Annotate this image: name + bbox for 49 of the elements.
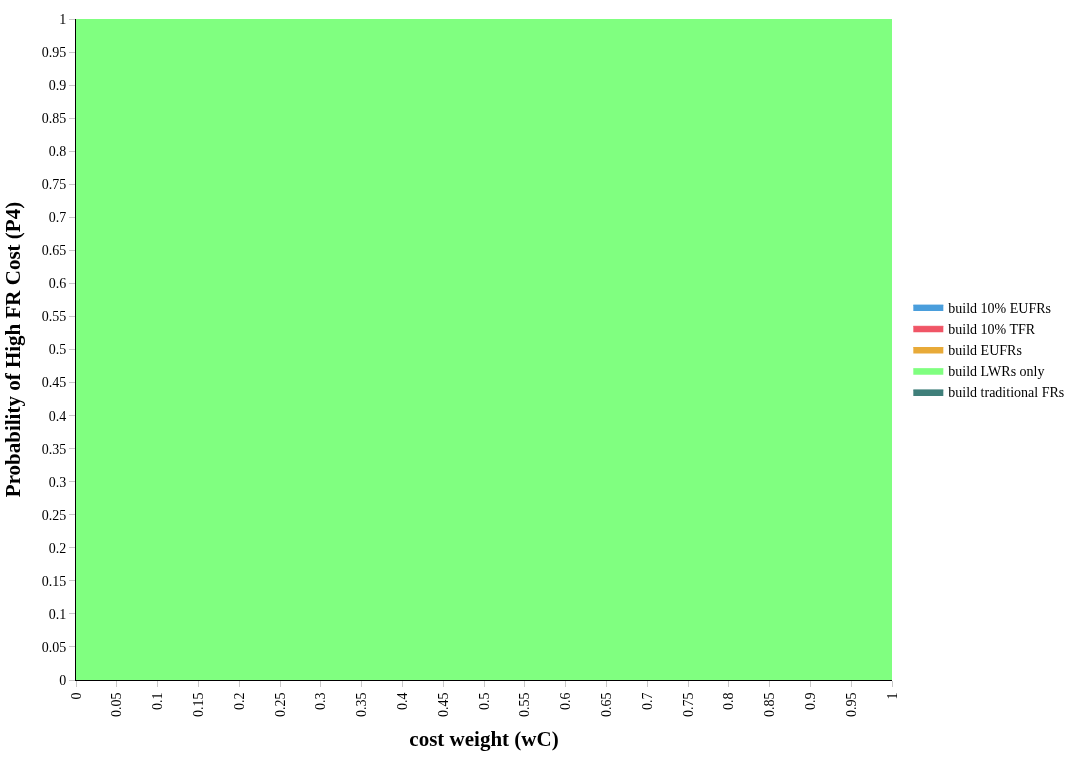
y-tick-label: 0.05 — [41, 639, 67, 655]
y-tick-label: 0.9 — [48, 78, 67, 93]
x-tick-label: 0.65 — [598, 692, 614, 718]
y-tick-label: 0.8 — [48, 144, 67, 160]
x-tick-label: 0.55 — [517, 692, 533, 718]
x-tick-label: 0.8 — [721, 692, 737, 711]
x-tick-label: 0.7 — [639, 692, 655, 711]
y-tick-label: 0.2 — [48, 540, 67, 556]
x-tick-label: 0.4 — [394, 692, 410, 711]
y-tick-label: 0.4 — [48, 408, 67, 424]
x-tick-label: 0.2 — [231, 692, 247, 711]
x-tick-label: 0.3 — [313, 692, 329, 711]
y-tick-label: 0.1 — [48, 606, 67, 622]
y-tick-label: 0.7 — [48, 210, 67, 226]
y-tick-label: 0.85 — [41, 111, 67, 127]
legend-label: build 10% EUFRs — [948, 300, 1052, 316]
y-tick-label: 0.15 — [41, 573, 67, 589]
x-tick-label: 0.6 — [558, 692, 574, 711]
x-tick-label: 0.35 — [354, 692, 370, 718]
legend-label: build traditional FRs — [948, 385, 1065, 401]
x-tick-label: 0.1 — [150, 692, 166, 711]
x-tick-label: 0.45 — [435, 692, 451, 718]
legend-label: build 10% TFR — [948, 321, 1036, 337]
x-tick-label: 0.15 — [190, 692, 206, 718]
y-tick-label: 0.45 — [41, 375, 67, 391]
y-tick-label: 1 — [59, 11, 67, 27]
x-axis-title: cost weight (wC) — [409, 727, 559, 752]
x-tick-label: 0.5 — [476, 692, 492, 711]
y-tick-label: 0 — [59, 672, 67, 688]
legend-label: build EUFRs — [948, 342, 1022, 358]
x-tick-label: 0.95 — [843, 692, 859, 718]
x-tick-label: 0 — [68, 692, 84, 700]
x-tick-label: 0.75 — [680, 692, 696, 718]
y-tick-label: 0.5 — [48, 342, 67, 358]
y-tick-label: 0.55 — [41, 309, 67, 325]
y-tick-label: 0.35 — [41, 441, 67, 457]
x-tick-label: 0.85 — [762, 692, 778, 718]
y-tick-label: 0.95 — [41, 44, 67, 60]
y-tick-label: 0.3 — [48, 474, 67, 490]
y-tick-label: 0.25 — [41, 507, 67, 523]
y-axis-title: Probability of High FR Cost (P4) — [0, 201, 25, 498]
x-tick-label: 0.05 — [109, 692, 125, 718]
y-tick-label: 0.6 — [48, 276, 67, 292]
legend-label: build LWRs only — [948, 364, 1045, 380]
y-tick-label: 0.75 — [41, 177, 67, 193]
x-tick-label: 1 — [884, 692, 900, 700]
y-tick-label: 0.65 — [41, 243, 67, 259]
x-tick-label: 0.25 — [272, 692, 288, 718]
x-tick-label: 0.9 — [802, 692, 818, 711]
